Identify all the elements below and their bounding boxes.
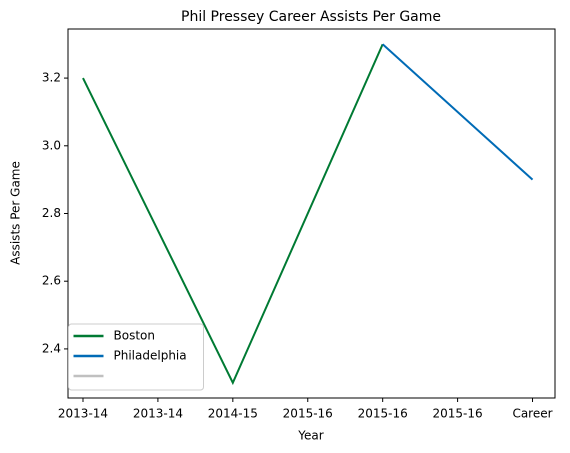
legend-label: Philadelphia bbox=[114, 349, 187, 363]
x-tick-label: 2015-16 bbox=[358, 407, 408, 421]
y-tick-label: 2.8 bbox=[42, 206, 61, 220]
y-tick-label: 2.4 bbox=[42, 341, 61, 355]
data-line bbox=[82, 43, 384, 386]
x-tick-label: 2015-16 bbox=[283, 407, 333, 421]
x-tick-label: 2013-14 bbox=[58, 407, 108, 421]
plot-frame bbox=[67, 28, 556, 399]
legend-label: Boston bbox=[114, 329, 155, 343]
legend-box bbox=[68, 323, 204, 391]
x-axis-label: Year bbox=[297, 429, 323, 443]
y-tick-label: 3.0 bbox=[42, 138, 61, 152]
chart-title: Phil Pressey Career Assists Per Game bbox=[181, 9, 441, 25]
y-tick-label: 3.2 bbox=[42, 71, 61, 85]
x-tick-label: Career bbox=[512, 407, 552, 421]
y-axis-label: Assists Per Game bbox=[9, 161, 23, 265]
data-line bbox=[382, 43, 534, 181]
x-tick-label: 2014-15 bbox=[208, 407, 258, 421]
x-tick-label: 2015-16 bbox=[433, 407, 483, 421]
y-tick-label: 2.6 bbox=[42, 274, 61, 288]
x-tick-label: 2013-14 bbox=[133, 407, 183, 421]
